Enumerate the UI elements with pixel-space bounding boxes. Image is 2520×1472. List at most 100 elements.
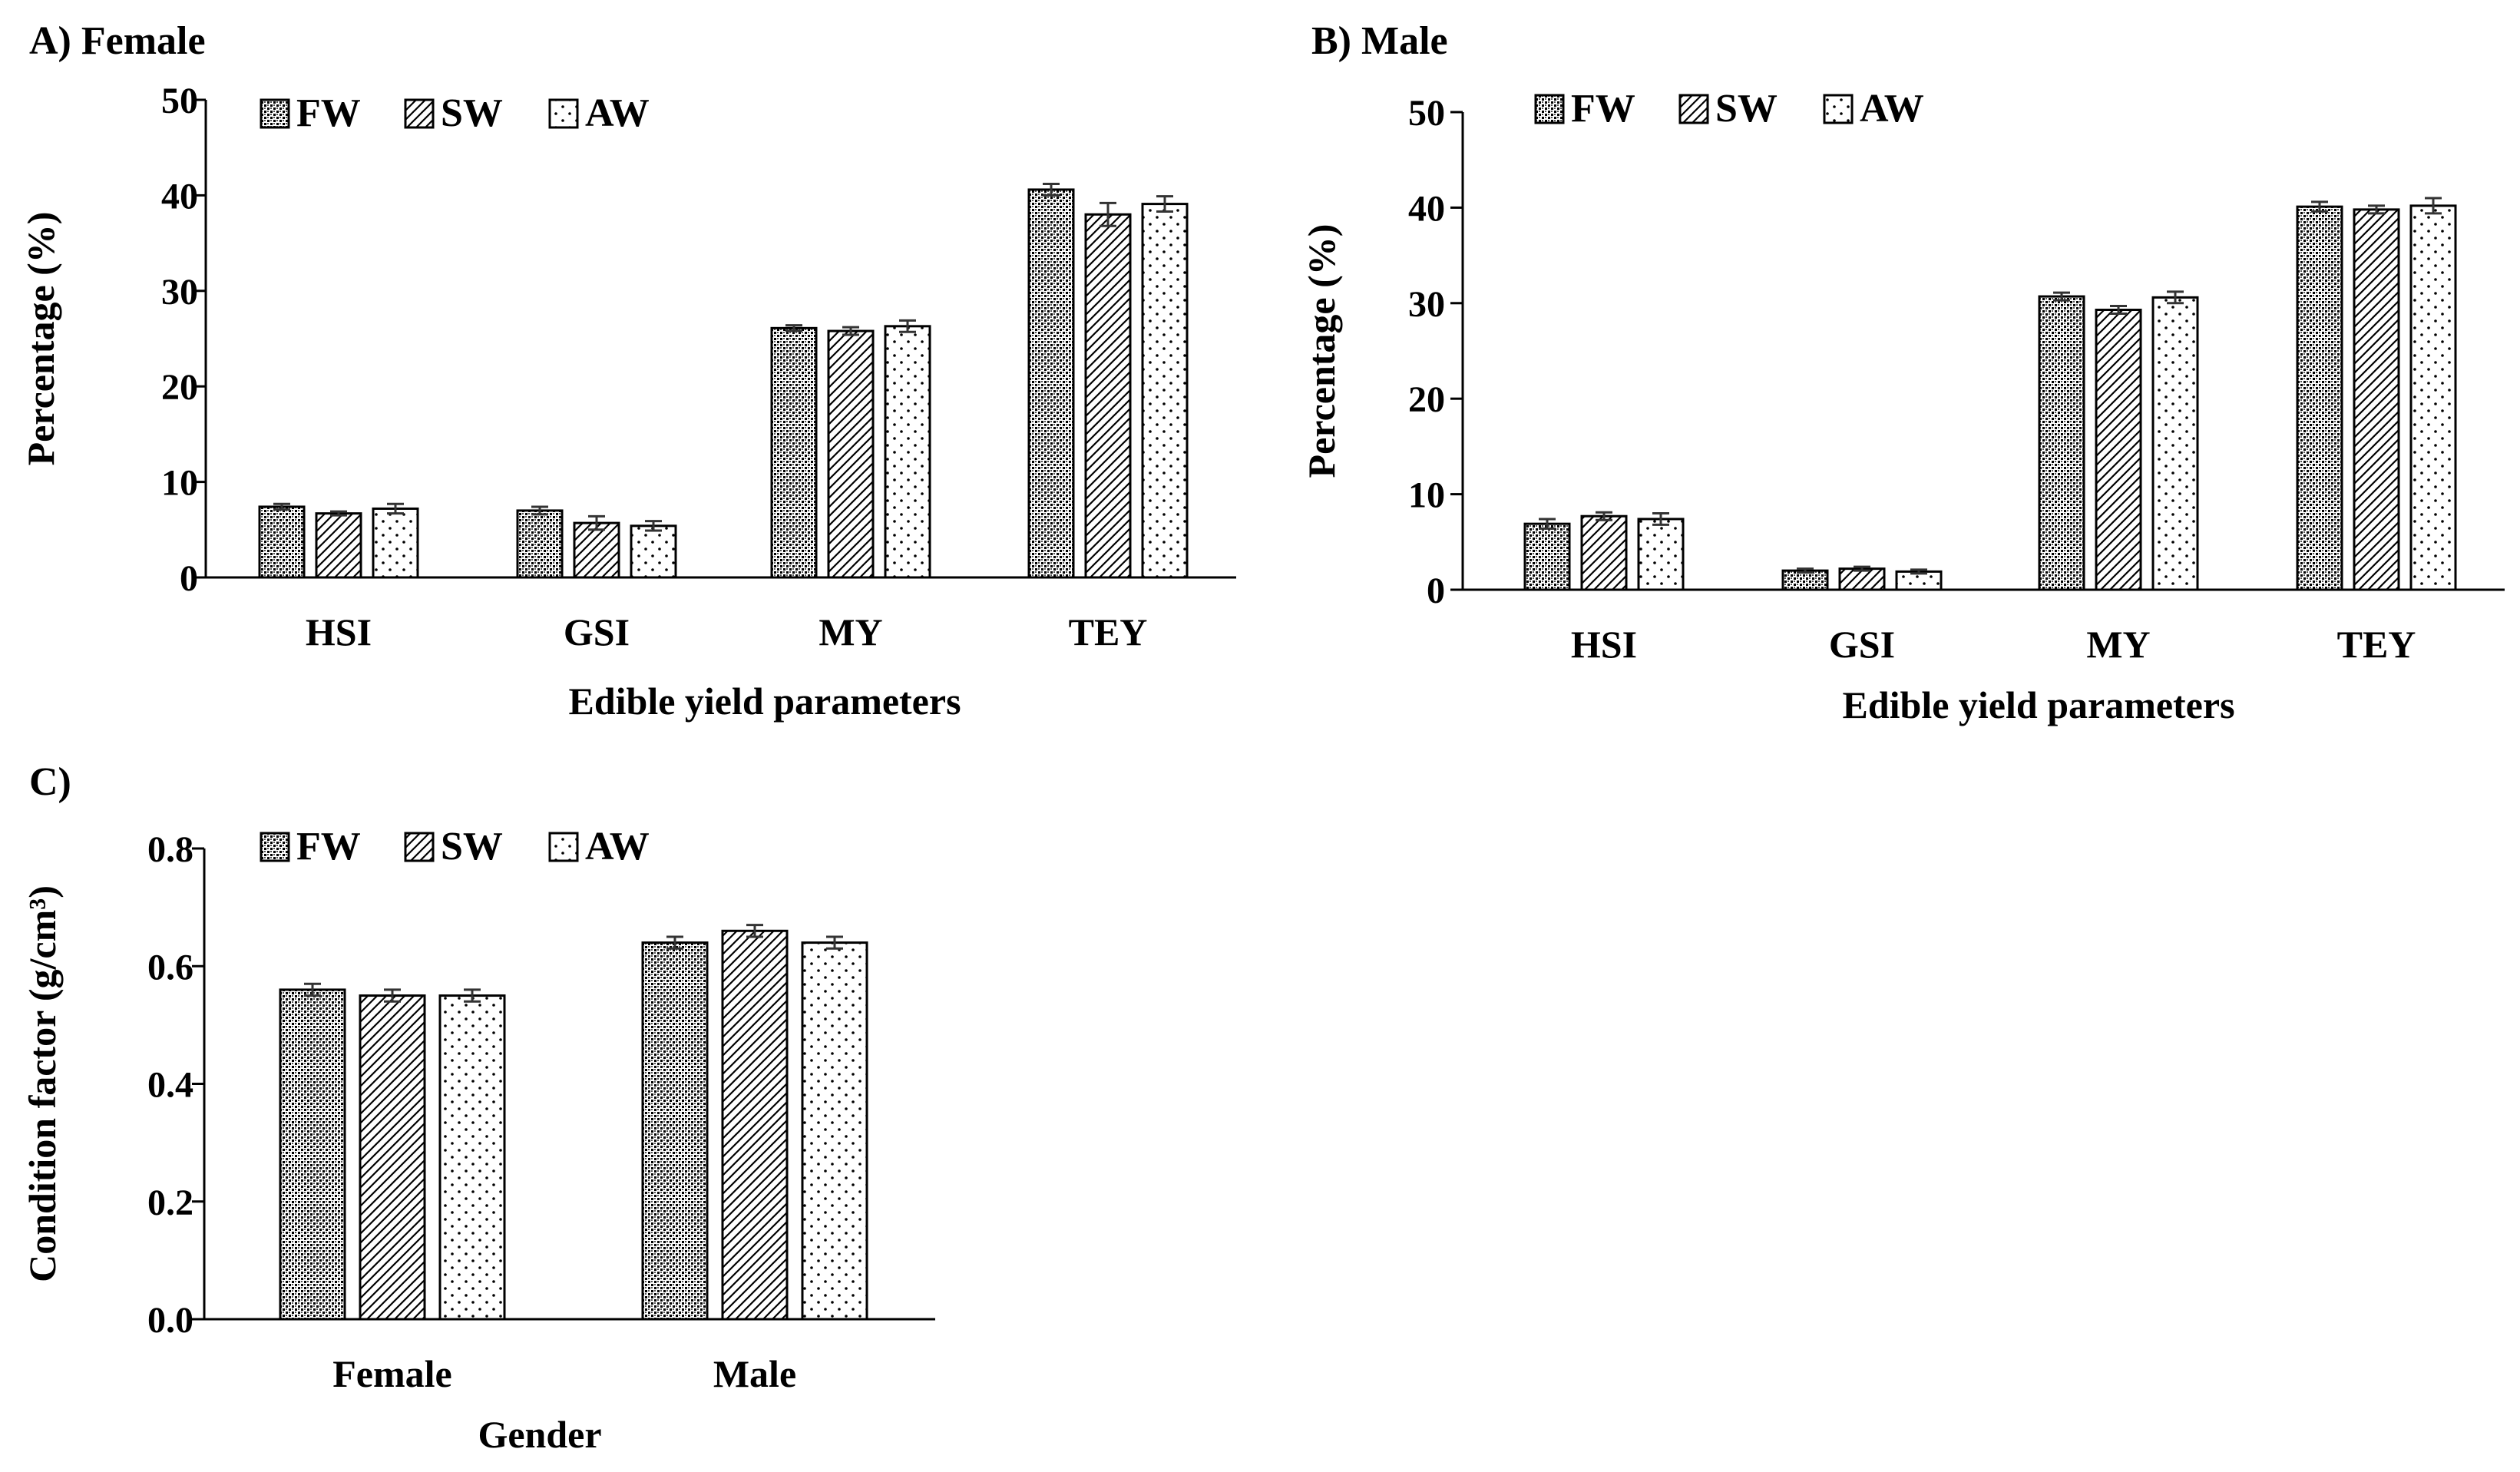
y-tick-label: 40 [161,176,198,217]
bar-sw [827,329,875,579]
bar-fw [1523,522,1571,591]
bar-aw [801,941,868,1321]
legend-label-fw: FW [296,825,361,868]
chart-B: B) Male 0 10 20 30 40 50 Percentage (%) HSI GSI MY… [1300,19,2505,726]
error-bar [387,502,404,515]
bar-aw [372,507,419,579]
bar-sw [1580,514,1628,591]
bar-aw [630,524,677,579]
bar-aw [1637,518,1685,591]
x-axis-label: Gender [478,1413,601,1456]
bar-fw [258,505,306,579]
bar-aw [438,994,506,1321]
error-bar [2311,200,2328,213]
chart-A: A) Female 0 10 20 30 40 50 Percentage (%) HSI GSI… [19,19,1236,723]
y-tick-label: 20 [1408,379,1445,420]
y-axis-label: Condition factor (g/cm³) [21,885,64,1282]
y-tick-label: 50 [1408,93,1445,134]
x-tick-label: GSI [564,610,630,653]
bar-sw [315,512,362,579]
bar-fw [641,941,709,1321]
legend-swatch-aw [1823,94,1854,124]
error-bar [1797,567,1814,574]
error-bar [842,326,859,336]
x-tick-label: Male [713,1352,796,1395]
legend-label-aw: AW [585,825,650,868]
error-bar [1652,511,1669,526]
bar-fw [2296,205,2343,591]
error-bar [645,520,662,532]
error-bar [2368,204,2385,215]
y-tick-label: 0 [1427,571,1445,611]
chart-title: C) [29,760,71,804]
chart-C: C) 0.0 0.2 0.4 0.6 0.8 Condition factor (g/cm³… [21,760,935,1456]
legend-swatch-aw [548,832,579,862]
error-bar [1100,201,1116,227]
bar-sw [2095,309,2142,591]
legend-swatch-fw [1534,94,1565,124]
error-bar [588,514,605,531]
y-tick-label: 30 [161,272,198,313]
y-tick-label: 0 [180,558,198,599]
legend-label-sw: SW [441,91,503,135]
error-bar [384,988,401,1003]
y-tick-label: 0.6 [147,947,193,987]
error-bar [2053,291,2070,302]
bar-sw [2353,208,2400,591]
y-tick-label: 10 [161,463,198,504]
error-bar [899,319,916,333]
legend-swatch-sw [404,832,435,862]
y-tick-label: 0.2 [147,1183,193,1223]
bar-fw [770,326,818,579]
error-bar [1043,182,1060,197]
legend-swatch-fw [260,98,290,129]
legend-label-aw: AW [585,91,650,135]
error-bar [826,935,843,950]
error-bar [785,324,802,332]
error-bar [666,935,683,950]
error-bar [1539,518,1556,530]
y-tick-label: 0.4 [147,1065,193,1106]
error-bar [2167,290,2184,305]
y-tick-label: 30 [1408,284,1445,325]
legend-label-fw: FW [296,91,361,135]
legend-label-sw: SW [1715,87,1778,131]
error-bar [273,502,290,511]
x-tick-label: HSI [306,610,372,653]
x-axis-label: Edible yield parameters [1842,683,2234,726]
error-bar [1596,511,1612,521]
y-tick-label: 50 [161,81,198,121]
legend-swatch-sw [1678,94,1709,124]
x-tick-label: MY [2086,623,2150,666]
bar-sw [573,521,620,579]
error-bar [531,505,548,516]
x-axis-label: Edible yield parameters [568,680,961,723]
x-tick-label: TEY [1069,610,1148,653]
bar-sw [721,929,789,1321]
bar-fw [1027,188,1075,579]
y-tick-label: 20 [161,367,198,408]
bar-fw [2038,295,2085,591]
bar-aw [2409,204,2457,591]
legend-swatch-sw [404,98,435,129]
error-bar [1854,565,1870,572]
bar-fw [1781,569,1829,591]
x-tick-label: TEY [2337,623,2416,666]
legend-label-sw: SW [441,825,503,868]
error-bar [1910,568,1927,575]
bar-sw [1838,567,1886,591]
y-axis-label: Percentage (%) [19,212,62,466]
error-bar [2425,197,2442,215]
bar-aw [1141,203,1189,579]
x-tick-label: Female [332,1352,451,1395]
chart-title: A) Female [29,19,206,63]
y-tick-label: 40 [1408,188,1445,229]
y-tick-label: 0.8 [147,829,193,870]
x-tick-label: HSI [1571,623,1637,666]
error-bar [304,982,321,997]
error-bar [330,510,347,517]
legend-label-aw: AW [1860,87,1924,131]
error-bar [464,988,481,1003]
x-tick-label: MY [819,610,882,653]
